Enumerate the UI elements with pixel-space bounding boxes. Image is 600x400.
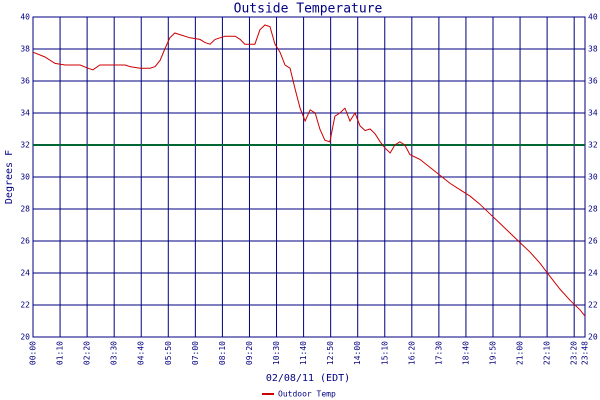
y-tick-label: 32 <box>20 141 30 150</box>
x-tick-label: 22:10 <box>543 341 552 365</box>
x-tick-label: 07:00 <box>191 341 200 365</box>
y-tick-label: 34 <box>20 109 30 118</box>
y-tick-label-right: 26 <box>588 237 598 246</box>
y-tick-label: 36 <box>20 77 30 86</box>
x-tick-label: 03:30 <box>110 341 119 365</box>
x-tick-label: 12:50 <box>326 341 335 365</box>
y-tick-label: 28 <box>20 205 30 214</box>
y-tick-label-right: 24 <box>588 269 598 278</box>
x-tick-label: 14:00 <box>353 341 362 365</box>
y-tick-label-right: 32 <box>588 141 598 150</box>
x-tick-label: 09:20 <box>245 341 254 365</box>
x-tick-label: 15:10 <box>380 341 389 365</box>
plot-border <box>32 16 586 338</box>
y-tick-label: 22 <box>20 301 30 310</box>
x-tick-label: 05:50 <box>164 341 173 365</box>
x-tick-label: 01:10 <box>56 341 65 365</box>
x-tick-label: 16:20 <box>407 341 416 365</box>
y-tick-label: 38 <box>20 45 30 54</box>
x-tick-label: 18:40 <box>461 341 470 365</box>
x-tick-label: 04:40 <box>137 341 146 365</box>
y-tick-label-right: 36 <box>588 77 598 86</box>
x-tick-label: 21:00 <box>516 341 525 365</box>
data-line <box>32 24 586 317</box>
x-tick-label: 23:48 <box>581 341 590 365</box>
y-tick-label-right: 40 <box>588 13 598 22</box>
y-tick-label: 20 <box>20 333 30 342</box>
y-tick-label-right: 22 <box>588 301 598 310</box>
x-tick-label: 17:30 <box>434 341 443 365</box>
y-axis-label: Degrees F <box>4 150 15 204</box>
y-tick-label-right: 34 <box>588 109 598 118</box>
y-tick-label-right: 38 <box>588 45 598 54</box>
y-tick-label: 30 <box>20 173 30 182</box>
x-tick-label: 19:50 <box>489 341 498 365</box>
x-tick-label: 10:30 <box>272 341 281 365</box>
y-tick-label-right: 20 <box>588 333 598 342</box>
x-tick-label: 00:00 <box>29 341 38 365</box>
y-tick-label-right: 30 <box>588 173 598 182</box>
x-axis-label: 02/08/11 (EDT) <box>266 373 350 384</box>
legend-label: Outdoor Temp <box>278 390 336 399</box>
y-tick-label-right: 28 <box>588 205 598 214</box>
y-tick-label: 40 <box>20 13 30 22</box>
x-tick-label: 02:20 <box>83 341 92 365</box>
x-tick-label: 11:40 <box>299 341 308 365</box>
y-tick-label: 26 <box>20 237 30 246</box>
x-tick-label: 23:20 <box>570 341 579 365</box>
x-tick-label: 08:10 <box>218 341 227 365</box>
y-tick-label: 24 <box>20 269 30 278</box>
chart-title: Outside Temperature <box>234 2 383 17</box>
